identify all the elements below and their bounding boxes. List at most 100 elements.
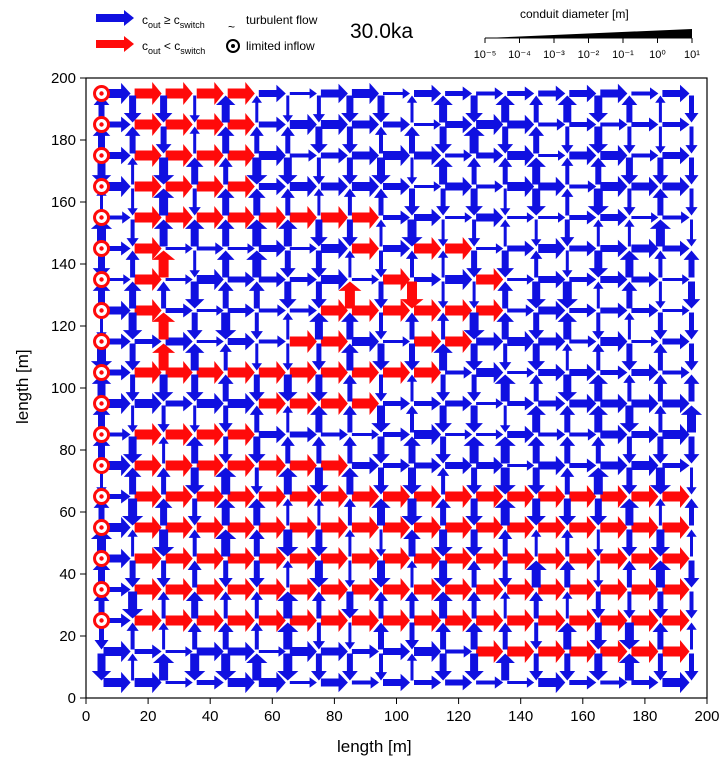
flow-arrow: [227, 113, 255, 136]
flow-arrow: [498, 157, 513, 185]
junction-node: [379, 556, 383, 561]
junction-node: [162, 122, 166, 127]
flow-arrow: [134, 578, 162, 601]
flow-arrow: [400, 281, 424, 309]
junction-node: [565, 649, 569, 654]
flow-arrow: [258, 271, 286, 288]
flow-arrow: [538, 237, 566, 260]
flow-arrow: [103, 116, 131, 133]
junction-node: [224, 401, 228, 406]
junction-node: [317, 618, 321, 623]
flow-arrow: [383, 642, 410, 661]
flow-arrow: [342, 126, 358, 154]
junction-node: [503, 401, 507, 406]
flow-arrow: [588, 653, 608, 681]
flow-arrow: [529, 591, 544, 619]
junction-node: [379, 587, 383, 592]
flow-arrow: [497, 126, 514, 154]
flow-arrow: [600, 365, 628, 380]
flow-arrow: [216, 498, 236, 526]
flow-arrow: [313, 188, 325, 216]
flow-arrow: [320, 206, 348, 229]
flow-arrow: [465, 188, 483, 216]
limited-inflow-dot: [99, 184, 104, 189]
flow-arrow: [123, 95, 142, 123]
flow-arrow: [91, 157, 112, 185]
flow-arrow: [631, 336, 659, 347]
junction-node: [286, 401, 290, 406]
junction-node: [534, 153, 538, 158]
flow-arrow: [344, 529, 356, 557]
flow-arrow: [686, 467, 697, 495]
flow-arrow: [414, 396, 442, 411]
flow-arrow: [343, 498, 356, 526]
legend-red-arrow: [96, 36, 134, 52]
flow-arrow: [476, 676, 504, 689]
flow-arrow: [246, 653, 268, 681]
junction-node: [162, 587, 166, 592]
flow-arrow: [185, 343, 205, 371]
junction-node: [317, 153, 321, 158]
flow-arrow: [683, 250, 700, 278]
flow-arrow: [406, 95, 418, 123]
junction-node: [472, 401, 476, 406]
junction-node: [193, 525, 197, 530]
flow-arrow: [600, 640, 628, 663]
flow-arrow: [280, 188, 295, 216]
flow-arrow: [560, 467, 575, 495]
flow-arrow: [258, 547, 286, 570]
flow-arrow: [351, 644, 379, 659]
flow-arrow: [655, 126, 666, 154]
flow-arrow: [187, 622, 202, 650]
flow-arrow: [476, 516, 504, 539]
flow-arrow: [127, 157, 138, 185]
flow-arrow: [538, 395, 566, 412]
junction-node: [534, 680, 538, 685]
flow-arrow: [196, 578, 224, 601]
flow-arrow: [619, 498, 640, 526]
flow-arrow: [623, 591, 636, 619]
flow-arrow: [684, 343, 699, 371]
flow-arrow: [313, 498, 325, 526]
junction-node: [565, 463, 569, 468]
flow-arrow: [258, 177, 286, 196]
flow-arrow: [476, 243, 504, 254]
flow-arrow: [498, 529, 513, 557]
flow-arrow: [217, 622, 234, 650]
junction-node: [255, 339, 259, 344]
junction-node: [162, 525, 166, 530]
flow-arrow: [351, 392, 379, 415]
flow-arrow: [351, 516, 379, 539]
flow-arrow: [531, 219, 542, 247]
flow-arrow: [258, 239, 286, 258]
junction-node: [255, 246, 259, 251]
flow-arrow: [127, 188, 138, 216]
junction-node: [596, 91, 600, 96]
flow-arrow: [600, 208, 628, 227]
flow-arrow: [103, 428, 131, 441]
flow-arrow: [196, 361, 224, 384]
junction-node: [193, 184, 197, 189]
junction-node: [348, 587, 352, 592]
flow-arrow: [653, 374, 668, 402]
flow-arrow: [618, 653, 640, 681]
flow-arrow: [383, 516, 410, 539]
flow-arrow: [134, 206, 162, 229]
junction-node: [410, 370, 414, 375]
flow-arrow: [414, 181, 442, 192]
flow-arrow: [463, 312, 485, 340]
junction-node: [689, 91, 694, 96]
flow-arrow: [600, 609, 628, 632]
flow-arrow: [631, 149, 659, 162]
flow-arrow: [593, 529, 604, 557]
junction-node: [410, 494, 414, 499]
flow-arrow: [320, 609, 348, 632]
flow-arrow: [165, 175, 193, 198]
flow-arrow: [414, 675, 442, 690]
flow-arrow: [134, 175, 162, 198]
plot-frame: [85, 77, 708, 699]
flow-arrow: [620, 157, 639, 185]
flow-arrow: [414, 119, 442, 130]
flow-arrow: [154, 498, 173, 526]
flow-arrow: [134, 609, 162, 632]
